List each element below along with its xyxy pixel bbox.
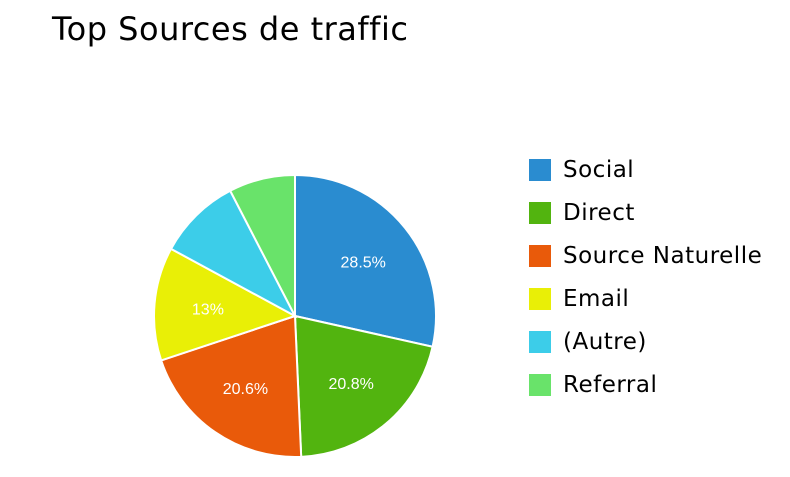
legend-item-referral[interactable]: Referral [529, 363, 762, 406]
chart-title: Top Sources de traffic [52, 10, 409, 48]
legend-label: Direct [563, 199, 635, 226]
legend-item-direct[interactable]: Direct [529, 191, 762, 234]
legend-label: Source Naturelle [563, 242, 763, 269]
legend-item-social[interactable]: Social [529, 148, 762, 191]
legend-label: Referral [563, 371, 658, 398]
slice-label-social: 28.5% [341, 254, 386, 271]
legend-item-email[interactable]: Email [529, 277, 762, 320]
pie-slice-source-naturelle[interactable] [159, 314, 303, 458]
legend-swatch-referral [529, 373, 551, 396]
legend-swatch-source-naturelle [529, 244, 551, 267]
slice-label-direct: 20.8% [328, 376, 373, 393]
legend-label: Social [563, 156, 635, 183]
legend-swatch-social [529, 158, 551, 181]
pie-slice-direct[interactable] [293, 314, 434, 458]
pie-slice-email[interactable] [153, 247, 298, 362]
legend-item-source-naturelle[interactable]: Source Naturelle [529, 234, 762, 277]
legend-swatch-direct [529, 201, 551, 224]
legend-swatch-email [529, 287, 551, 310]
legend: Social Direct Source Naturelle Email (Au… [529, 148, 762, 406]
legend-label: (Autre) [563, 328, 647, 355]
pie-slice-autre[interactable] [169, 189, 298, 319]
pie-slice-referral[interactable] [228, 173, 296, 317]
legend-swatch-autre [529, 330, 551, 353]
slice-label-source-naturelle: 20.6% [223, 381, 268, 398]
pie-slice-social[interactable] [294, 173, 437, 348]
legend-item-autre[interactable]: (Autre) [529, 320, 762, 363]
legend-label: Email [563, 285, 630, 312]
slice-label-email: 13% [192, 301, 224, 318]
